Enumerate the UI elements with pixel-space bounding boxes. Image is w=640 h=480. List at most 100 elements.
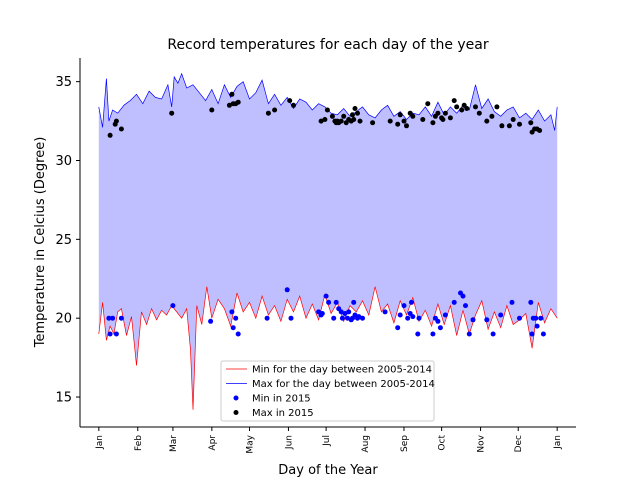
- max-2015-point: [464, 106, 470, 111]
- max-2015-point: [357, 118, 363, 124]
- max-2015-point: [425, 101, 431, 107]
- x-axis-title: Day of the Year: [278, 463, 378, 478]
- legend-label: Min in 2015: [252, 394, 311, 405]
- min-2015-point: [288, 315, 294, 321]
- min-2015-point: [470, 317, 476, 323]
- min-2015-point: [323, 293, 329, 299]
- max-2015-point: [499, 123, 505, 129]
- max-2015-point: [476, 110, 482, 116]
- min-2015-point: [382, 309, 388, 315]
- max-2015-point: [454, 104, 460, 110]
- legend-dot-swatch: [233, 395, 239, 401]
- max-2015-point: [370, 120, 376, 126]
- min-2015-point: [430, 331, 436, 337]
- y-tick-label: 30: [55, 154, 72, 169]
- min-2015-point: [230, 325, 236, 331]
- max-2015-point: [291, 102, 296, 108]
- axes: 15 20 25 30 35 Jan Feb Mar Apr May Jun Jul Aug Sep Oct…: [55, 58, 576, 454]
- min-2015-point: [405, 315, 411, 321]
- min-2015-point: [360, 315, 365, 321]
- max-2015-point: [484, 118, 490, 124]
- max-2015-point: [395, 121, 401, 127]
- x-tick-label: Oct: [438, 435, 448, 451]
- y-tick-label: 25: [55, 233, 72, 248]
- max-2015-point: [489, 113, 495, 119]
- min-2015-point: [540, 331, 546, 337]
- x-tick-label: Jan: [95, 435, 105, 450]
- max-2015-point: [387, 118, 393, 124]
- min-2015-point: [528, 299, 534, 305]
- min-2015-point: [401, 303, 407, 309]
- max-2015-point: [410, 113, 416, 119]
- chart-title: Record temperatures for each day of the …: [167, 37, 489, 53]
- min-2015-point: [110, 315, 116, 321]
- max-2015-point: [451, 98, 457, 104]
- max-2015-point: [404, 123, 409, 129]
- min-2015-point: [338, 309, 344, 315]
- max-2015-point: [324, 107, 330, 113]
- max-2015-point: [397, 112, 403, 118]
- range-band: [98, 73, 558, 410]
- min-2015-point: [466, 331, 472, 337]
- min-2015-point: [264, 315, 270, 321]
- min-2015-point: [442, 312, 448, 318]
- min-2015-point: [346, 309, 352, 315]
- x-tick-label: Sep: [400, 435, 410, 452]
- max-2015-point: [322, 117, 328, 122]
- min-2015-point: [118, 315, 124, 321]
- plot-area: [98, 72, 558, 410]
- min-2015-point: [170, 303, 176, 309]
- min-2015-point: [331, 315, 337, 321]
- min-2015-point: [233, 315, 239, 321]
- min-2015-point: [410, 314, 416, 320]
- max-2015-point: [352, 106, 358, 111]
- legend-label: Max for the day between 2005-2014: [252, 379, 435, 390]
- max-2015-point: [442, 110, 448, 116]
- max-2015-point: [169, 110, 175, 116]
- min-2015-point: [490, 331, 496, 337]
- max-2015-point: [473, 104, 478, 110]
- y-tick-label: 35: [55, 75, 72, 90]
- legend-label: Min for the day between 2005-2014: [252, 365, 432, 376]
- max-2015-point: [107, 132, 113, 138]
- max-2015-point: [118, 126, 124, 132]
- min-2015-point: [333, 299, 339, 305]
- min-2015-point: [208, 318, 214, 324]
- min-2015-point: [451, 299, 457, 305]
- legend-box: [220, 360, 435, 422]
- y-tick-label: 15: [55, 391, 72, 406]
- min-2015-point: [538, 315, 544, 321]
- max-2015-point: [209, 107, 215, 113]
- y-axis-title: Temperature in Celcius (Degree): [33, 137, 48, 349]
- max-2015-point: [235, 99, 241, 105]
- min-2015-point: [351, 299, 357, 305]
- min-2015-point: [113, 331, 119, 337]
- min-2015-point: [284, 287, 290, 293]
- x-tick-label: Dec: [514, 435, 524, 452]
- min-2015-point: [339, 315, 345, 321]
- min-2015-point: [498, 312, 504, 318]
- min-2015-point: [229, 309, 235, 315]
- x-tick-label: Jun: [284, 435, 294, 450]
- max-2015-point: [459, 107, 465, 113]
- min-2015-point: [395, 325, 401, 331]
- max-2015-point: [447, 115, 453, 121]
- x-tick-label: Apr: [208, 435, 218, 451]
- max-2015-point: [401, 118, 407, 124]
- max-2015-point: [440, 117, 446, 122]
- min-2015-point: [460, 293, 466, 299]
- x-tick-label: Jul: [322, 435, 332, 447]
- x-tick-label: May: [246, 434, 256, 453]
- min-2015-point: [533, 315, 539, 321]
- max-2015-point: [265, 110, 271, 116]
- max-2015-point: [430, 120, 436, 126]
- max-2015-point: [287, 98, 293, 104]
- min-2015-point: [415, 331, 421, 337]
- max-2015-point: [506, 123, 512, 129]
- min-2015-point: [106, 315, 112, 321]
- min-2015-point: [416, 315, 422, 321]
- legend: Min for the day between 2005-2014 Max for…: [220, 360, 435, 422]
- min-2015-point: [326, 299, 332, 305]
- max-line: [98, 72, 558, 131]
